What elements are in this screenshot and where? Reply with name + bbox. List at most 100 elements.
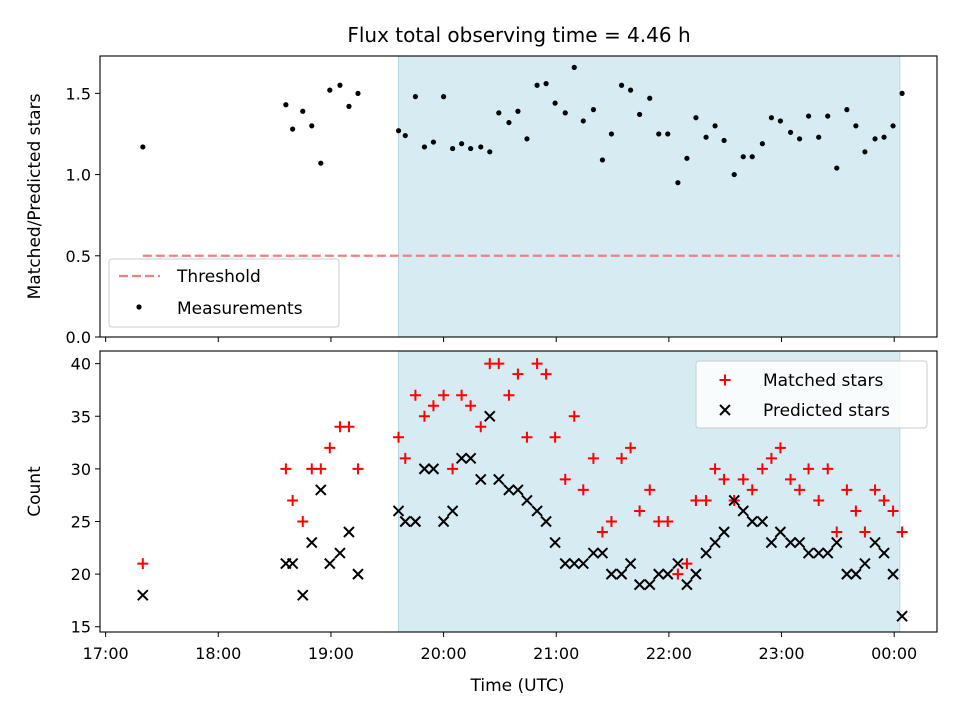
data-point bbox=[440, 94, 447, 100]
data-point bbox=[437, 515, 450, 528]
data-point bbox=[737, 473, 749, 485]
data-point bbox=[899, 90, 905, 96]
x-tick-label: 20:00 bbox=[421, 644, 467, 663]
data-point bbox=[402, 132, 408, 139]
data-point bbox=[768, 115, 775, 121]
legend-matched-swatch bbox=[719, 374, 731, 386]
legend-predicted-label: Predicted stars bbox=[763, 401, 890, 421]
data-point bbox=[721, 137, 727, 144]
data-point bbox=[765, 536, 778, 549]
data-point bbox=[850, 505, 862, 517]
data-point bbox=[647, 95, 653, 101]
data-point bbox=[656, 131, 662, 137]
legend: Matched stars Predicted stars bbox=[695, 360, 928, 429]
data-point bbox=[540, 368, 552, 380]
data-point bbox=[399, 515, 411, 528]
data-point bbox=[559, 473, 571, 485]
data-point bbox=[796, 136, 803, 142]
data-point bbox=[290, 126, 296, 132]
data-point bbox=[624, 557, 637, 570]
y-tick-label: 35 bbox=[71, 407, 91, 426]
data-point bbox=[690, 494, 702, 506]
bottom-panel: 17:00 18:00 19:00 20:00 21:00 22:00 23:00 00:00… bbox=[25, 350, 938, 696]
y-tick-label: 40 bbox=[71, 355, 91, 374]
data-point bbox=[878, 494, 890, 506]
data-point bbox=[803, 463, 815, 475]
data-point bbox=[427, 463, 440, 475]
data-point bbox=[844, 107, 850, 113]
data-point bbox=[427, 400, 439, 412]
data-point bbox=[475, 473, 487, 486]
data-point bbox=[559, 557, 571, 570]
data-point bbox=[465, 400, 477, 412]
data-point bbox=[549, 431, 561, 443]
data-point bbox=[785, 473, 797, 485]
chart-title: Flux total observing time = 4.46 h bbox=[347, 23, 690, 47]
data-point bbox=[684, 155, 690, 161]
data-point bbox=[343, 526, 355, 538]
data-point bbox=[438, 389, 450, 401]
data-point bbox=[421, 144, 428, 150]
data-point bbox=[324, 557, 336, 570]
data-point bbox=[478, 144, 484, 150]
y-tick-label: 30 bbox=[71, 460, 91, 479]
top-panel: 0.0 0.5 1.0 1.5 Matched/Predicted stars Thres… bbox=[25, 55, 938, 347]
data-point bbox=[774, 442, 786, 454]
data-point bbox=[887, 568, 899, 580]
data-point bbox=[881, 134, 887, 140]
data-point bbox=[728, 494, 740, 507]
data-point bbox=[831, 536, 843, 549]
legend: Threshold Measurements bbox=[108, 258, 340, 328]
legend-matched-label: Matched stars bbox=[763, 371, 883, 391]
data-point bbox=[140, 144, 146, 150]
y-axis-label: Matched/Predicted stars bbox=[25, 93, 45, 299]
data-point bbox=[605, 568, 618, 580]
y-tick-label: 0.0 bbox=[66, 328, 91, 347]
data-point bbox=[297, 515, 309, 527]
legend-measurements-label: Measurements bbox=[177, 299, 303, 319]
data-point bbox=[337, 82, 343, 88]
data-point bbox=[540, 515, 552, 528]
data-point bbox=[805, 113, 812, 119]
data-point bbox=[352, 568, 364, 580]
y-axis-label: Count bbox=[25, 466, 45, 517]
data-point bbox=[737, 505, 749, 517]
data-point bbox=[672, 557, 684, 570]
data-point bbox=[487, 149, 493, 155]
data-point bbox=[352, 463, 364, 475]
data-point bbox=[878, 547, 890, 559]
data-point bbox=[700, 547, 712, 559]
data-point bbox=[468, 145, 474, 152]
data-point bbox=[700, 494, 712, 506]
data-point bbox=[709, 536, 721, 549]
x-tick-label: 23:00 bbox=[758, 644, 804, 663]
data-point bbox=[731, 171, 737, 178]
data-point bbox=[137, 589, 149, 601]
data-point bbox=[709, 463, 721, 475]
series-plus bbox=[137, 358, 908, 580]
data-point bbox=[521, 494, 533, 507]
data-point bbox=[552, 100, 558, 106]
data-point bbox=[524, 136, 530, 142]
data-point bbox=[587, 547, 600, 559]
data-point bbox=[637, 111, 643, 118]
legend-threshold-label: Threshold bbox=[176, 267, 261, 287]
data-point bbox=[784, 536, 797, 549]
y-tick-label: 1.5 bbox=[66, 84, 91, 103]
data-point bbox=[568, 410, 580, 422]
data-point bbox=[787, 129, 794, 135]
x-axis-label: Time (UTC) bbox=[470, 676, 565, 696]
data-point bbox=[872, 136, 878, 142]
data-point bbox=[703, 134, 709, 140]
data-point bbox=[137, 558, 149, 570]
data-point bbox=[718, 473, 730, 485]
data-point bbox=[280, 463, 292, 475]
data-point bbox=[577, 484, 589, 496]
legend-predicted-swatch bbox=[719, 404, 731, 416]
data-point bbox=[315, 484, 327, 496]
data-point bbox=[777, 118, 784, 124]
data-point bbox=[484, 410, 496, 422]
data-point bbox=[746, 484, 758, 496]
data-point bbox=[644, 484, 656, 496]
